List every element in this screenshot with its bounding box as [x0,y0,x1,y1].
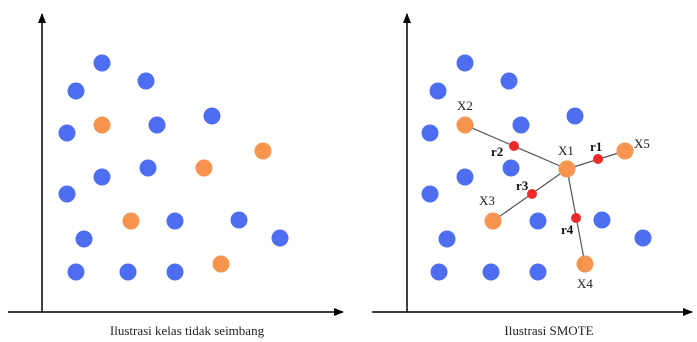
majority-point [456,54,474,72]
majority-point [421,185,439,203]
majority-point [148,116,166,134]
minority-point-x2 [456,116,474,134]
label-x3: X3 [479,193,495,208]
majority-point [230,211,248,229]
majority-point [593,211,611,229]
right-caption: Ilustrasi SMOTE [504,323,593,338]
majority-point [93,54,111,72]
label-r1: r1 [590,139,602,154]
label-x4: X4 [577,276,593,291]
minority-point [195,159,213,177]
majority-point [139,159,157,177]
synthetic-point-r2 [509,141,519,151]
majority-point [166,263,184,281]
synthetic-point-r4 [571,213,581,223]
left-majority-points [58,54,289,281]
majority-point [271,229,289,247]
left-panel: Ilustrasi kelas tidak seimbang [8,13,344,338]
majority-point [429,82,447,100]
synthetic-point-r1 [593,154,603,164]
majority-point [456,168,474,186]
majority-point [500,72,518,90]
majority-point [482,263,500,281]
label-r4: r4 [561,222,574,237]
majority-point [58,185,76,203]
minority-point [254,142,272,160]
majority-point [529,212,547,230]
majority-point [634,229,652,247]
majority-point [119,263,137,281]
majority-point [137,72,155,90]
minority-point-x4 [576,255,594,273]
synthetic-points [509,141,603,223]
majority-point [58,124,76,142]
point-labels: X2 X1 X5 X3 X4 r1 r2 r3 r4 [457,98,650,291]
label-x5: X5 [634,136,650,151]
minority-point [122,212,140,230]
majority-point [529,263,547,281]
majority-point [166,212,184,230]
right-majority-points [421,54,652,281]
majority-point [203,107,221,125]
majority-point [93,168,111,186]
minority-point [93,116,111,134]
majority-point [512,116,530,134]
right-minority-points [456,116,634,273]
minority-point-x5 [616,142,634,160]
majority-point [430,263,448,281]
synthetic-point-r3 [527,189,537,199]
right-panel: X2 X1 X5 X3 X4 r1 r2 r3 r4 Ilustrasi SMO… [372,13,693,338]
majority-point [502,159,520,177]
majority-point [566,107,584,125]
minority-point-x1 [558,160,576,178]
label-x2: X2 [457,98,473,113]
label-x1: X1 [558,143,574,158]
left-minority-points [93,116,272,273]
majority-point [67,263,85,281]
minority-point [212,255,230,273]
minority-point-x3 [484,212,502,230]
label-r2: r2 [491,144,503,159]
majority-point [421,124,439,142]
majority-point [67,82,85,100]
majority-point [438,230,456,248]
label-r3: r3 [516,178,529,193]
majority-point [75,230,93,248]
left-caption: Ilustrasi kelas tidak seimbang [110,323,265,338]
